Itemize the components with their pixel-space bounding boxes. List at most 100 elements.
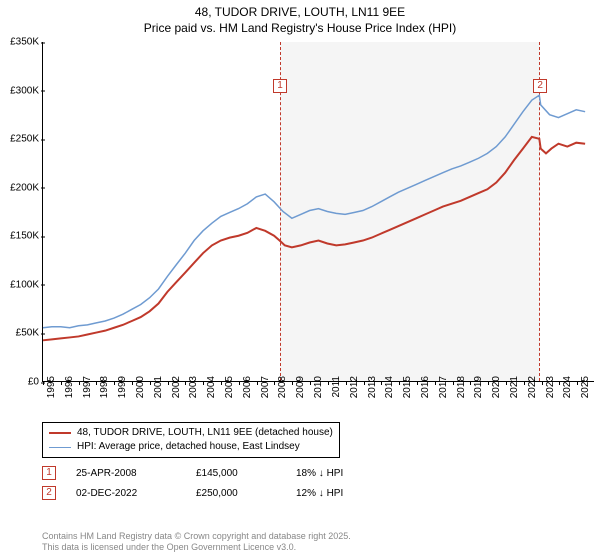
event-row: 2 02-DEC-2022 £250,000 12% ↓ HPI bbox=[42, 486, 343, 500]
event-date: 25-APR-2008 bbox=[76, 468, 176, 479]
legend-swatch bbox=[49, 432, 71, 434]
x-tick-mark bbox=[150, 381, 151, 385]
x-tick-mark bbox=[310, 381, 311, 385]
legend-row: 48, TUDOR DRIVE, LOUTH, LN11 9EE (detach… bbox=[49, 426, 333, 440]
title-line1: 48, TUDOR DRIVE, LOUTH, LN11 9EE bbox=[0, 4, 600, 20]
y-tick-label: £150K bbox=[1, 231, 39, 242]
x-tick-label: 2000 bbox=[135, 376, 146, 398]
legend-swatch bbox=[49, 447, 71, 448]
x-tick-label: 2010 bbox=[313, 376, 324, 398]
credits: Contains HM Land Registry data © Crown c… bbox=[42, 531, 351, 554]
x-tick-mark bbox=[577, 381, 578, 385]
x-tick-mark bbox=[524, 381, 525, 385]
events-table: 1 25-APR-2008 £145,000 18% ↓ HPI 2 02-DEC-202… bbox=[42, 466, 343, 506]
event-date: 02-DEC-2022 bbox=[76, 488, 176, 499]
event-price: £250,000 bbox=[196, 488, 276, 499]
x-tick-mark bbox=[274, 381, 275, 385]
y-tick-label: £200K bbox=[1, 182, 39, 193]
x-tick-label: 1997 bbox=[82, 376, 93, 398]
event-diff: 12% ↓ HPI bbox=[296, 488, 343, 499]
x-tick-mark bbox=[435, 381, 436, 385]
legend-label: 48, TUDOR DRIVE, LOUTH, LN11 9EE (detach… bbox=[77, 426, 333, 440]
series-price_paid bbox=[43, 137, 585, 340]
x-tick-mark bbox=[114, 381, 115, 385]
title-block: 48, TUDOR DRIVE, LOUTH, LN11 9EE Price p… bbox=[0, 0, 600, 36]
line-svg bbox=[43, 42, 594, 381]
plot: £0£50K£100K£150K£200K£250K£300K£350K1995… bbox=[42, 42, 594, 382]
x-tick-label: 1999 bbox=[117, 376, 128, 398]
x-tick-label: 2022 bbox=[527, 376, 538, 398]
x-tick-label: 2001 bbox=[153, 376, 164, 398]
x-tick-mark bbox=[43, 381, 44, 385]
x-tick-mark bbox=[470, 381, 471, 385]
y-tick-label: £300K bbox=[1, 85, 39, 96]
x-tick-label: 1996 bbox=[64, 376, 75, 398]
x-tick-mark bbox=[399, 381, 400, 385]
y-tick-label: £50K bbox=[1, 328, 39, 339]
x-tick-mark bbox=[257, 381, 258, 385]
x-tick-mark bbox=[79, 381, 80, 385]
x-tick-mark bbox=[292, 381, 293, 385]
credits-line2: This data is licensed under the Open Gov… bbox=[42, 542, 351, 554]
x-tick-label: 2002 bbox=[171, 376, 182, 398]
x-tick-label: 2016 bbox=[420, 376, 431, 398]
x-tick-mark bbox=[328, 381, 329, 385]
x-tick-mark bbox=[61, 381, 62, 385]
x-tick-mark bbox=[185, 381, 186, 385]
x-tick-label: 2009 bbox=[295, 376, 306, 398]
x-tick-mark bbox=[364, 381, 365, 385]
x-tick-label: 2018 bbox=[456, 376, 467, 398]
x-tick-label: 2025 bbox=[580, 376, 591, 398]
x-tick-mark bbox=[417, 381, 418, 385]
chart-marker: 1 bbox=[273, 79, 287, 93]
x-tick-mark bbox=[96, 381, 97, 385]
x-tick-label: 2013 bbox=[367, 376, 378, 398]
x-tick-label: 2003 bbox=[188, 376, 199, 398]
x-tick-mark bbox=[559, 381, 560, 385]
x-tick-label: 2015 bbox=[402, 376, 413, 398]
x-tick-mark bbox=[168, 381, 169, 385]
x-tick-label: 1995 bbox=[46, 376, 57, 398]
x-tick-mark bbox=[488, 381, 489, 385]
x-tick-mark bbox=[381, 381, 382, 385]
x-tick-label: 2004 bbox=[206, 376, 217, 398]
legend-row: HPI: Average price, detached house, East… bbox=[49, 440, 333, 454]
x-tick-label: 2006 bbox=[242, 376, 253, 398]
credits-line1: Contains HM Land Registry data © Crown c… bbox=[42, 531, 351, 543]
x-tick-label: 2008 bbox=[277, 376, 288, 398]
chart-marker: 2 bbox=[533, 79, 547, 93]
x-tick-mark bbox=[346, 381, 347, 385]
x-tick-label: 2011 bbox=[331, 376, 342, 398]
event-price: £145,000 bbox=[196, 468, 276, 479]
series-hpi bbox=[43, 95, 585, 328]
chart-area: £0£50K£100K£150K£200K£250K£300K£350K1995… bbox=[42, 42, 594, 382]
x-tick-mark bbox=[506, 381, 507, 385]
x-tick-mark bbox=[453, 381, 454, 385]
x-tick-mark bbox=[221, 381, 222, 385]
x-tick-label: 2021 bbox=[509, 376, 520, 398]
x-tick-mark bbox=[239, 381, 240, 385]
y-tick-label: £350K bbox=[1, 37, 39, 48]
chart-container: 48, TUDOR DRIVE, LOUTH, LN11 9EE Price p… bbox=[0, 0, 600, 560]
x-tick-label: 2023 bbox=[545, 376, 556, 398]
x-tick-label: 2024 bbox=[562, 376, 573, 398]
title-line2: Price paid vs. HM Land Registry's House … bbox=[0, 20, 600, 36]
legend-label: HPI: Average price, detached house, East… bbox=[77, 440, 300, 454]
x-tick-label: 2005 bbox=[224, 376, 235, 398]
x-tick-label: 2020 bbox=[491, 376, 502, 398]
y-tick-label: £0 bbox=[1, 377, 39, 388]
x-tick-label: 2014 bbox=[384, 376, 395, 398]
event-number: 2 bbox=[42, 486, 56, 500]
event-row: 1 25-APR-2008 £145,000 18% ↓ HPI bbox=[42, 466, 343, 480]
event-diff: 18% ↓ HPI bbox=[296, 468, 343, 479]
y-tick-label: £250K bbox=[1, 134, 39, 145]
event-number: 1 bbox=[42, 466, 56, 480]
legend: 48, TUDOR DRIVE, LOUTH, LN11 9EE (detach… bbox=[42, 422, 340, 458]
x-tick-label: 2019 bbox=[473, 376, 484, 398]
x-tick-label: 2007 bbox=[260, 376, 271, 398]
x-tick-label: 1998 bbox=[99, 376, 110, 398]
x-tick-label: 2017 bbox=[438, 376, 449, 398]
x-tick-mark bbox=[132, 381, 133, 385]
x-tick-mark bbox=[542, 381, 543, 385]
y-tick-label: £100K bbox=[1, 279, 39, 290]
